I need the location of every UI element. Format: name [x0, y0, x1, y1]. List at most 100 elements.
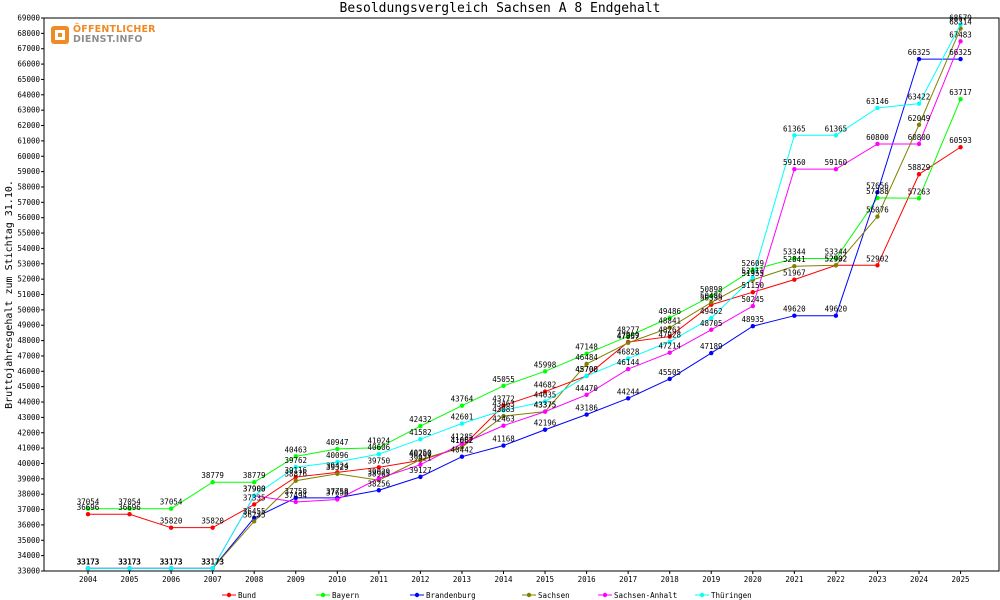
- y-tick-label: 69000: [17, 14, 40, 23]
- data-point: [875, 105, 880, 111]
- data-point: [584, 412, 589, 417]
- data-point: [542, 369, 548, 374]
- data-point: [335, 471, 340, 476]
- data-label: 42601: [451, 413, 474, 422]
- data-point: [501, 383, 506, 389]
- y-tick-label: 57000: [17, 198, 40, 207]
- data-point: [293, 454, 298, 459]
- y-tick-label: 58000: [17, 182, 40, 191]
- data-label: 37494: [284, 491, 307, 500]
- data-label: 33173: [160, 557, 183, 566]
- data-label: 45700: [575, 365, 598, 374]
- data-label: 57263: [908, 187, 931, 196]
- data-point: [958, 96, 963, 102]
- data-label: 60800: [908, 133, 931, 142]
- data-label: 39127: [409, 466, 432, 475]
- data-point: [376, 451, 382, 457]
- data-label: 33173: [77, 557, 100, 566]
- data-point: [916, 172, 922, 177]
- data-label: 33173: [118, 557, 141, 566]
- data-label: 36235: [243, 510, 266, 519]
- data-label: 49620: [783, 305, 806, 314]
- legend: Bund Bayern Brandenburg Sachsen Sachsen-Anha…: [222, 591, 752, 600]
- data-label: 33173: [160, 557, 183, 566]
- data-label: 39029: [368, 467, 391, 476]
- data-point: [875, 141, 880, 147]
- y-tick-label: 44000: [17, 398, 40, 407]
- data-point: [293, 499, 298, 505]
- data-point: [459, 441, 465, 446]
- data-point: [376, 445, 382, 450]
- plot-frame: [43, 17, 1000, 572]
- y-tick-label: 47000: [17, 351, 40, 360]
- legend-item: Thüringen: [695, 591, 752, 600]
- data-label: 40096: [326, 451, 349, 460]
- y-tick-label: 34000: [17, 551, 40, 560]
- y-tick-label: 38000: [17, 490, 40, 499]
- data-label: 43375: [534, 401, 557, 410]
- data-label: 50898: [700, 285, 723, 294]
- logo-icon: [51, 26, 69, 44]
- data-label: 48277: [617, 325, 640, 334]
- legend-label: Bayern: [332, 591, 359, 600]
- data-label: 49620: [825, 305, 848, 314]
- data-label: 37054: [118, 498, 141, 507]
- data-label: 41168: [492, 435, 515, 444]
- data-point: [958, 56, 963, 62]
- data-label: 33173: [201, 557, 224, 566]
- series-line: [88, 98, 962, 510]
- y-tick-label: 63000: [17, 106, 40, 115]
- data-label: 39116: [284, 466, 307, 475]
- y-tick-label: 35000: [17, 536, 40, 545]
- data-label: 48261: [658, 326, 681, 335]
- data-label: 50335: [700, 294, 723, 303]
- data-label: 44682: [534, 381, 557, 390]
- y-tick-label: 55000: [17, 229, 40, 238]
- data-label: 33173: [77, 557, 100, 566]
- data-label: 49486: [658, 307, 681, 316]
- data-point: [667, 325, 672, 330]
- data-point: [293, 478, 298, 483]
- x-tick-label: 2023: [868, 575, 886, 584]
- data-label: 42432: [409, 415, 432, 424]
- data-label: 58829: [908, 163, 931, 172]
- data-label: 48705: [700, 319, 723, 328]
- series-line: [88, 146, 961, 529]
- legend-swatch-marker: [320, 592, 326, 598]
- data-label: 41024: [368, 437, 391, 446]
- data-point: [542, 389, 548, 394]
- data-label: 43772: [492, 395, 515, 404]
- data-label: 35820: [160, 517, 183, 526]
- legend-item: Brandenburg: [410, 591, 476, 600]
- data-label: 40606: [368, 443, 391, 452]
- y-tick-label: 64000: [17, 90, 40, 99]
- data-label: 39424: [326, 461, 349, 470]
- data-point: [625, 396, 631, 401]
- data-point: [252, 502, 257, 507]
- x-tick-label: 2014: [494, 575, 513, 584]
- data-point: [792, 166, 797, 172]
- data-point: [792, 133, 797, 138]
- series-lines: [85, 22, 963, 571]
- data-label: 40442: [451, 446, 474, 455]
- data-label: 51967: [783, 269, 806, 278]
- data-point: [750, 267, 755, 272]
- data-point: [584, 361, 589, 367]
- data-label: 46828: [617, 348, 640, 357]
- y-tick-label: 45000: [17, 382, 40, 391]
- data-point: [501, 413, 506, 419]
- data-label: 45700: [575, 365, 598, 374]
- data-point: [501, 408, 506, 413]
- data-point: [418, 436, 423, 442]
- data-point: [709, 300, 714, 305]
- data-point: [127, 512, 132, 517]
- logo: ÖFFENTLICHER DIENST.INFO: [50, 24, 160, 46]
- data-point: [459, 444, 465, 450]
- legend-item: Sachsen-Anhalt: [598, 591, 677, 600]
- data-label: 67483: [949, 30, 972, 39]
- data-label: 33173: [201, 557, 224, 566]
- data-label: 63717: [949, 88, 972, 97]
- data-label: 40947: [326, 438, 349, 447]
- data-point: [916, 141, 922, 147]
- data-point: [958, 144, 963, 150]
